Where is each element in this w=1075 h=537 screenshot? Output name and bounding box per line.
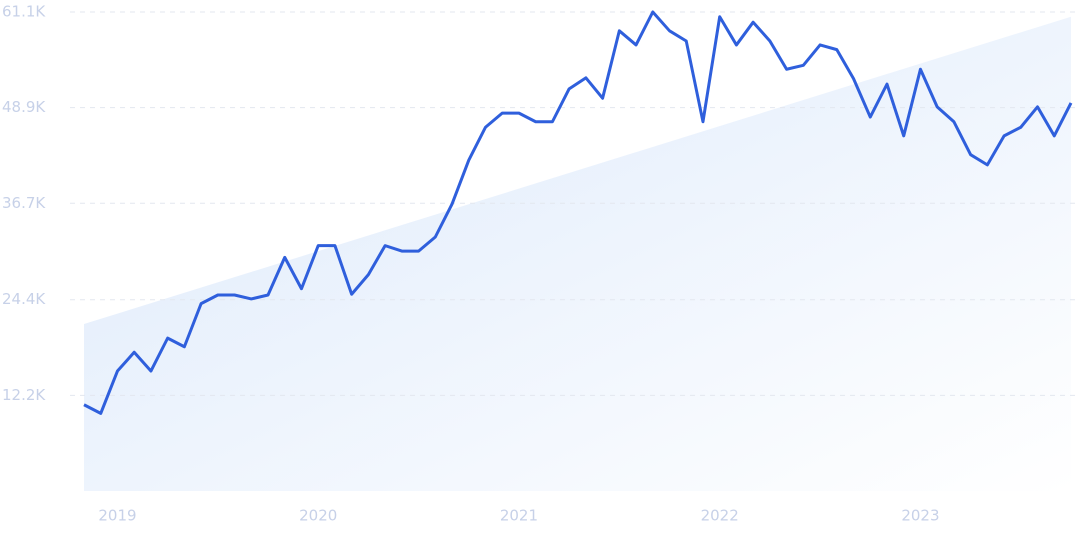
data-line xyxy=(83,10,1073,415)
y-tick-label: 36.7K xyxy=(2,194,46,212)
x-tick-label: 2019 xyxy=(98,507,136,525)
x-tick-label: 2023 xyxy=(901,507,939,525)
trend-area xyxy=(84,16,1071,491)
x-tick-label: 2020 xyxy=(299,507,337,525)
x-tick-label: 2021 xyxy=(500,507,538,525)
y-tick-label: 61.1K xyxy=(2,3,46,21)
x-tick-label: 2022 xyxy=(701,507,739,525)
y-tick-label: 12.2K xyxy=(2,386,46,404)
y-tick-label: 24.4K xyxy=(2,290,46,308)
y-tick-label: 48.9K xyxy=(2,98,46,116)
